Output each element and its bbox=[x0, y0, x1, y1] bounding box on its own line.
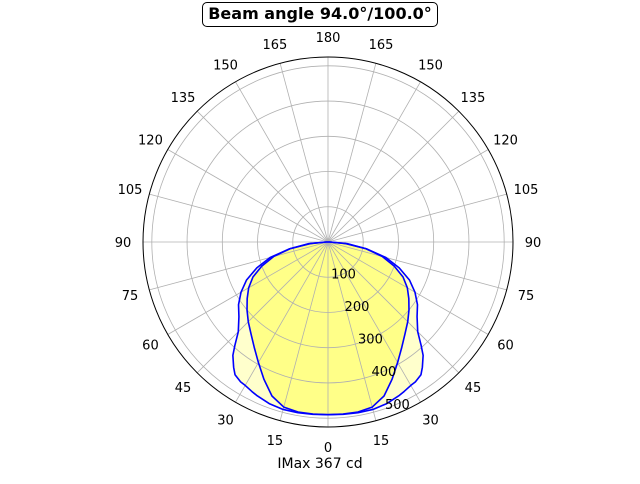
angle-tick-label-10: 30 bbox=[217, 414, 234, 429]
angle-tick-label-13: 15 bbox=[373, 434, 390, 449]
radial-gridline-3 bbox=[186, 100, 470, 384]
angle-gridline-1 bbox=[279, 63, 329, 243]
angle-tick-label-0: 180 bbox=[316, 31, 341, 46]
angle-tick-label-5: 105 bbox=[118, 183, 143, 198]
angle-tick-label-14: 30 bbox=[422, 414, 439, 429]
angle-tick-label-2: 150 bbox=[213, 58, 238, 73]
angle-gridline-5 bbox=[149, 193, 329, 243]
angle-tick-label-6: 90 bbox=[115, 236, 132, 251]
radial-tick-label-0: 100 bbox=[331, 268, 356, 283]
angle-tick-label-11: 15 bbox=[267, 434, 284, 449]
angle-tick-label-23: 165 bbox=[369, 38, 394, 53]
angle-gridline-11 bbox=[279, 241, 329, 421]
angle-gridline-13 bbox=[327, 241, 377, 421]
angle-tick-label-8: 60 bbox=[142, 339, 159, 354]
angle-tick-label-7: 75 bbox=[122, 289, 139, 304]
angle-gridline-19 bbox=[327, 193, 507, 243]
angle-tick-label-1: 165 bbox=[263, 38, 288, 53]
radial-gridline-2 bbox=[221, 135, 435, 349]
angle-tick-label-4: 120 bbox=[138, 134, 163, 149]
angle-gridline-4 bbox=[167, 149, 329, 243]
angle-tick-label-12: 0 bbox=[324, 441, 332, 456]
angle-gridline-3 bbox=[196, 110, 329, 243]
angle-gridline-10 bbox=[235, 241, 329, 403]
title-container: Beam angle 94.0°/100.0° bbox=[0, 0, 640, 30]
angle-gridline-17 bbox=[327, 241, 507, 291]
angle-gridline-21 bbox=[327, 110, 460, 243]
angle-tick-label-20: 120 bbox=[493, 134, 518, 149]
angle-tick-label-17: 75 bbox=[518, 289, 535, 304]
angle-tick-label-9: 45 bbox=[175, 381, 192, 396]
radial-tick-label-3: 400 bbox=[372, 365, 397, 380]
radial-tick-label-2: 300 bbox=[358, 333, 383, 348]
x-axis-label: IMax 367 cd bbox=[277, 456, 363, 472]
angle-tick-label-3: 135 bbox=[171, 91, 196, 106]
polar-frame bbox=[142, 56, 514, 428]
angle-gridline-9 bbox=[196, 241, 329, 374]
angle-gridline-2 bbox=[235, 81, 329, 243]
angle-tick-label-19: 105 bbox=[514, 183, 539, 198]
angle-tick-label-21: 135 bbox=[461, 91, 486, 106]
radial-tick-label-1: 200 bbox=[345, 300, 370, 315]
angle-gridline-20 bbox=[327, 149, 489, 243]
angle-gridline-15 bbox=[327, 241, 460, 374]
radial-gridline-1 bbox=[257, 171, 399, 313]
angle-tick-label-18: 90 bbox=[525, 236, 542, 251]
angle-tick-label-22: 150 bbox=[418, 58, 443, 73]
angle-tick-label-16: 60 bbox=[497, 339, 514, 354]
angle-gridline-14 bbox=[327, 241, 421, 403]
angle-tick-label-15: 45 bbox=[465, 381, 482, 396]
radial-gridline-4 bbox=[151, 65, 505, 419]
inner-intensity-curve bbox=[246, 241, 410, 416]
angle-gridline-7 bbox=[149, 241, 329, 291]
angle-gridline-23 bbox=[327, 63, 377, 243]
chart-title: Beam angle 94.0°/100.0° bbox=[202, 2, 438, 27]
angle-gridline-22 bbox=[327, 81, 421, 243]
radial-tick-label-4: 500 bbox=[385, 398, 410, 413]
radial-gridline-0 bbox=[292, 206, 364, 278]
